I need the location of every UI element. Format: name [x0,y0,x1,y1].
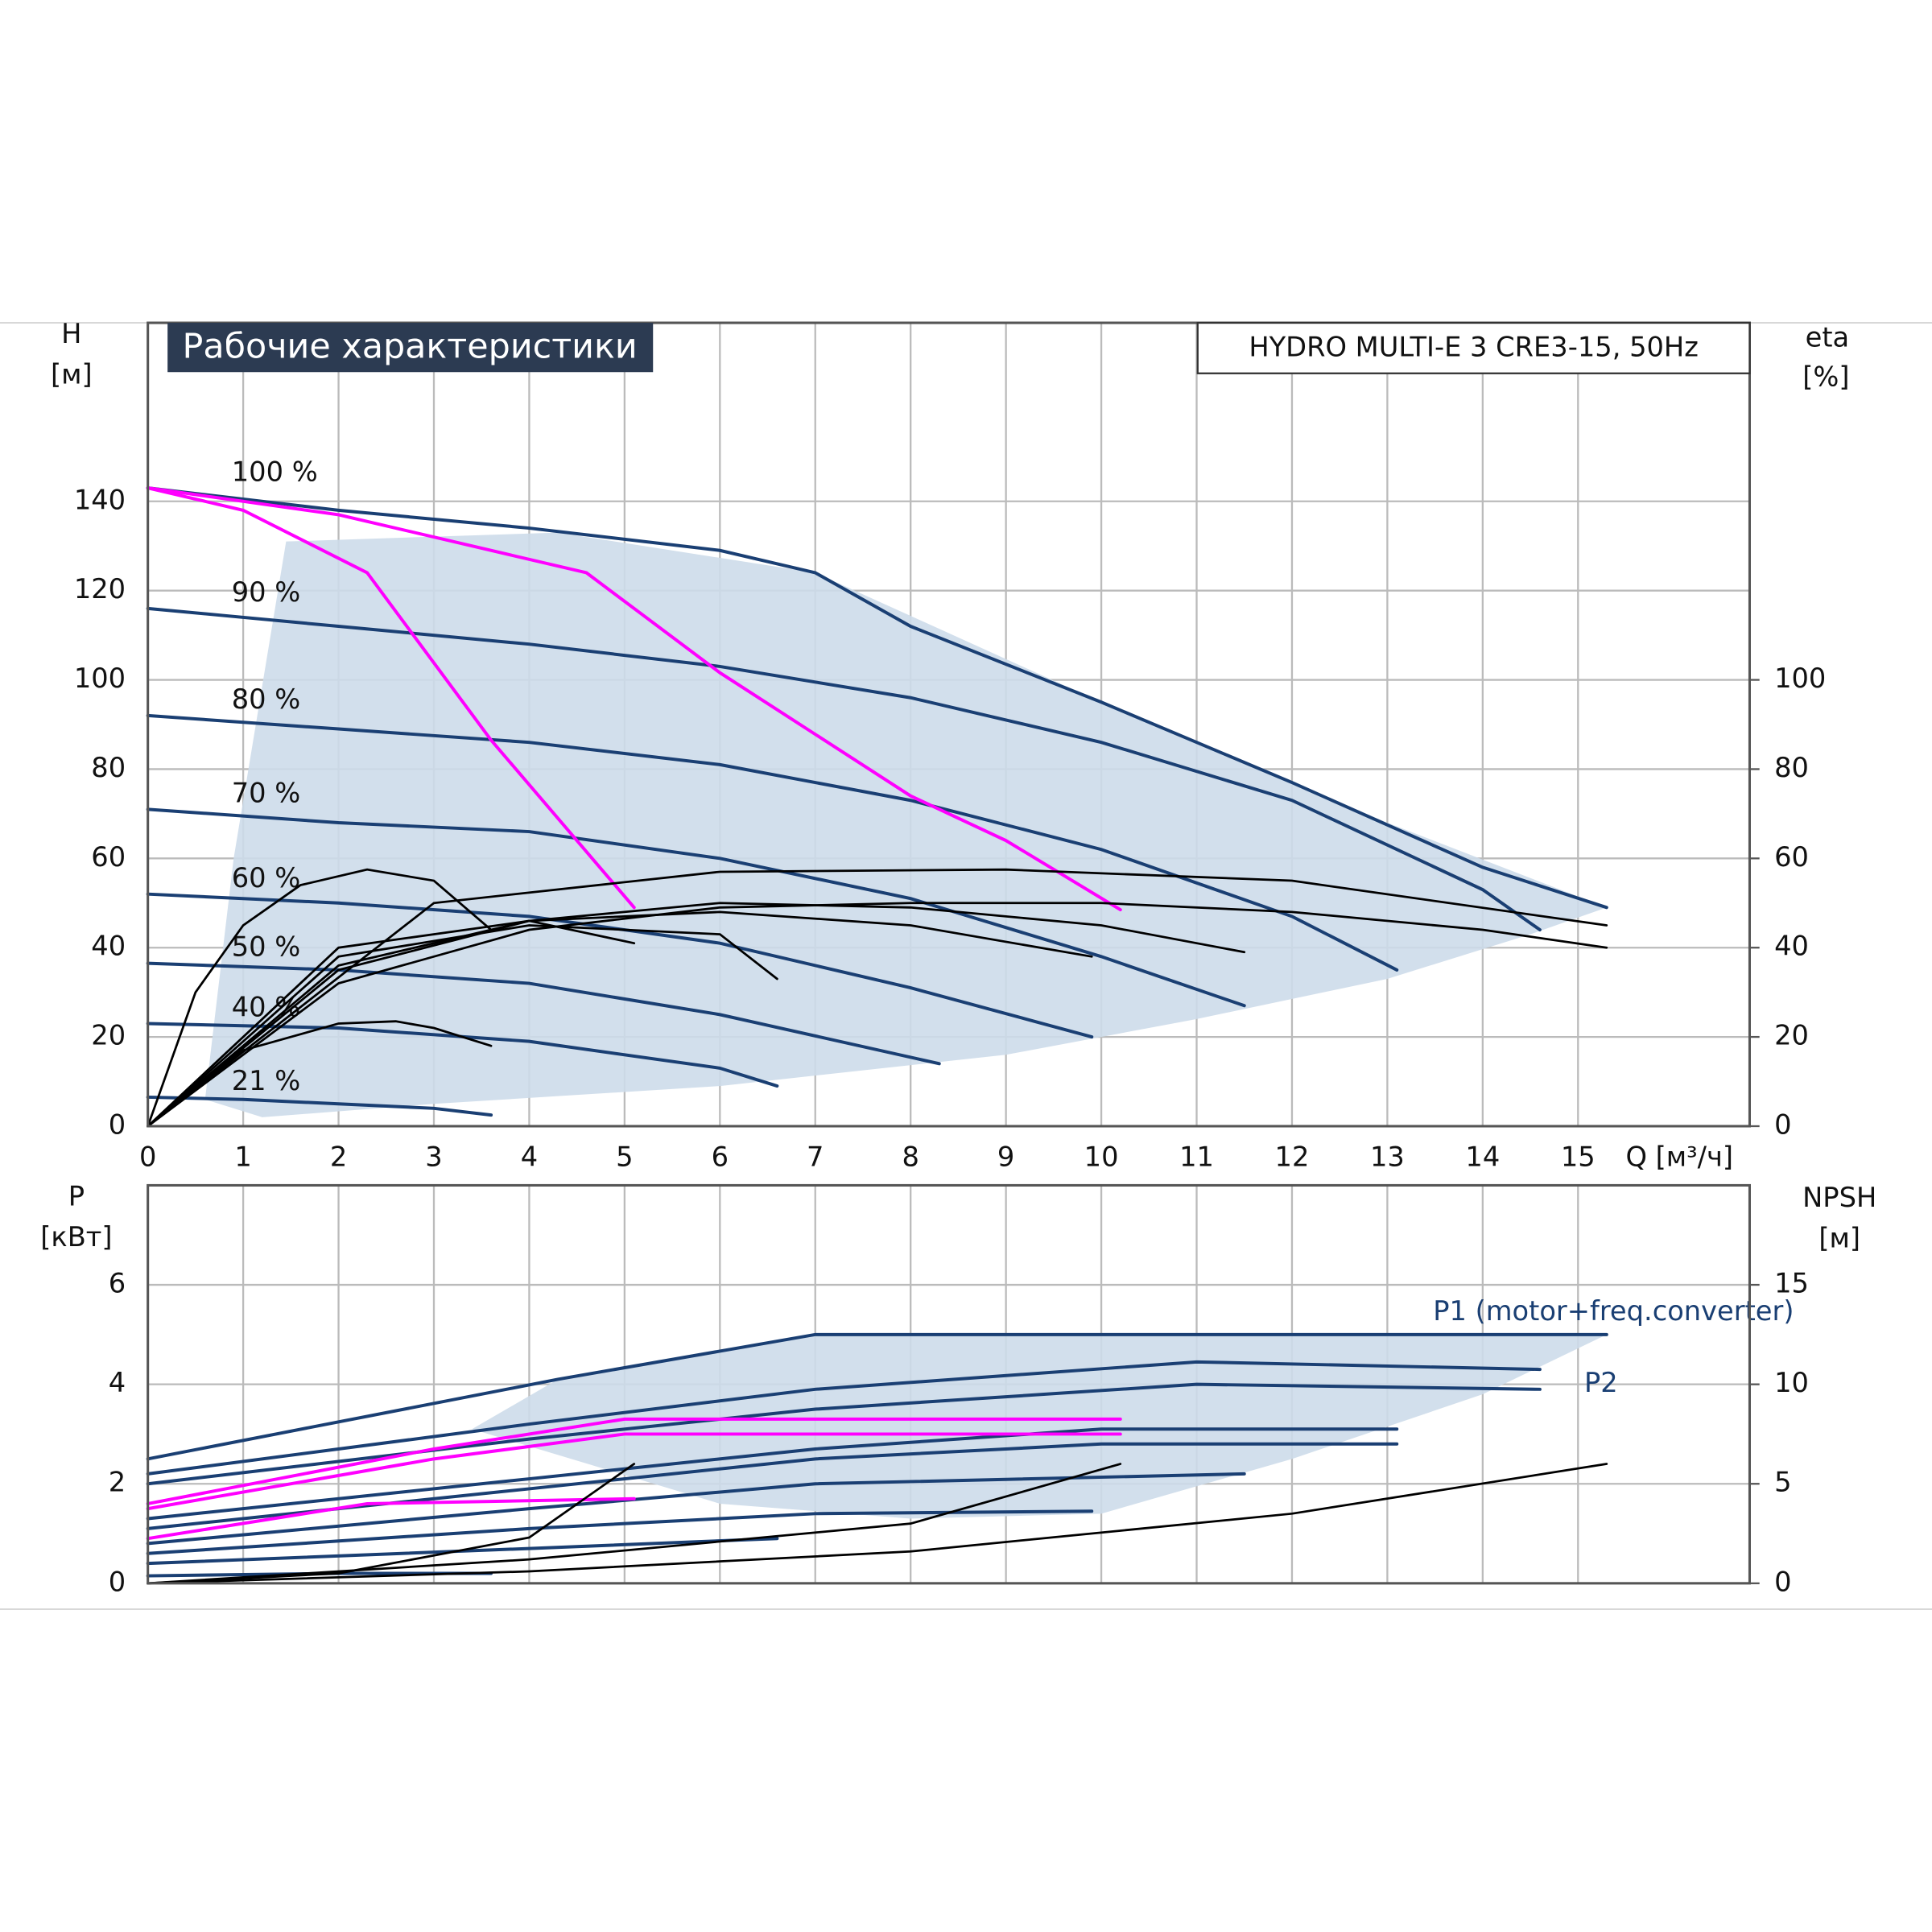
curve-label: 21 % [232,1065,301,1096]
x-tick-label: 9 [997,1141,1014,1172]
y-tick-label: 4 [109,1367,126,1398]
x-tick-label: 2 [330,1141,347,1172]
plot-frame [147,1183,1751,1585]
curve [146,486,1122,912]
x-tick-label: 10 [1084,1141,1119,1172]
curve [147,868,493,1128]
curve-label: 70 % [232,777,301,808]
x-tick-label: 7 [807,1141,824,1172]
curve [146,1332,1608,1461]
curve-label: 100 % [232,456,318,487]
y2-tick-label: 40 [1774,931,1809,962]
y2-tick-label: 10 [1774,1367,1809,1398]
curve [146,1496,636,1541]
curve [146,1360,1542,1476]
curve [147,868,1608,1128]
operating-area [472,1334,1607,1519]
y-tick-label: 0 [109,1566,126,1597]
y2-tick-label: 100 [1774,663,1826,694]
curve [146,1537,779,1566]
curve [147,1463,1122,1585]
y2-axis-label: NPSH [1802,1182,1876,1213]
curve [146,486,1608,910]
y-axis-label: [кВт] [40,1221,112,1253]
title-box [167,323,654,373]
y2-axis-label: [м] [1818,1222,1860,1253]
y2-tick-label: 80 [1774,752,1809,783]
x-tick-label: 0 [139,1141,156,1172]
y-axis-label: [м] [51,358,93,390]
curve [146,486,636,910]
curve [146,1432,1122,1511]
y-tick-label: 140 [74,484,126,515]
curve [147,1463,636,1585]
y-tick-label: 0 [109,1108,126,1140]
y2-axis-label: eta [1806,321,1850,353]
curve [146,713,1399,972]
y-tick-label: 80 [91,752,126,783]
x-tick-label: 15 [1561,1141,1596,1172]
curve [147,924,778,1128]
curve [146,1417,1122,1505]
curve-label: 90 % [232,576,301,608]
curve [146,807,1246,1008]
curve-label: 80 % [232,683,301,715]
curve [146,961,941,1066]
x-axis-label: Q [м³/ч] [1625,1141,1733,1172]
y-tick-label: 60 [91,841,126,873]
y-tick-label: 40 [91,931,126,962]
y-tick-label: 100 [74,663,126,694]
y2-tick-label: 15 [1774,1268,1809,1299]
x-tick-label: 1 [234,1141,251,1172]
curve [146,1472,1246,1546]
curve-label: P2 [1584,1367,1618,1398]
x-tick-label: 5 [616,1141,633,1172]
y2-tick-label: 0 [1774,1108,1791,1140]
y-axis-label: P [68,1180,85,1212]
curve [146,1427,1399,1521]
curve [147,919,636,1128]
y-tick-label: 6 [109,1268,126,1299]
x-tick-label: 11 [1179,1141,1214,1172]
y-tick-label: 2 [109,1467,126,1498]
y2-tick-label: 60 [1774,841,1809,873]
x-tick-label: 14 [1465,1141,1500,1172]
curve-label: P1 (motor+freq.converter) [1433,1295,1794,1327]
y2-tick-label: 5 [1774,1467,1791,1498]
curve-label: 60 % [232,862,301,894]
model-box [1196,321,1751,374]
x-tick-label: 3 [425,1141,442,1172]
curve [147,902,1246,1128]
operating-area [204,532,1607,1117]
curve [147,902,1608,1128]
y-tick-label: 20 [91,1020,126,1051]
x-tick-label: 6 [712,1141,729,1172]
curve [146,1095,493,1117]
curve [147,1463,1608,1585]
curve-label: 50 % [232,931,301,963]
y-axis-label: H [61,318,81,349]
y-tick-label: 120 [74,573,126,605]
x-tick-label: 4 [521,1141,538,1172]
curve [146,606,1542,932]
y2-tick-label: 20 [1774,1020,1809,1051]
x-tick-label: 8 [902,1141,919,1172]
x-tick-label: 13 [1370,1141,1405,1172]
plot-frame [147,321,1751,1128]
curve [147,910,1093,1128]
y2-tick-label: 0 [1774,1566,1791,1597]
chart-title: Рабочие характеристики [183,327,638,367]
x-tick-label: 12 [1275,1141,1310,1172]
model-label: HYDRO MULTI-E 3 CRE3-15, 50Hz [1249,332,1699,363]
y2-axis-label: [%] [1802,361,1849,392]
